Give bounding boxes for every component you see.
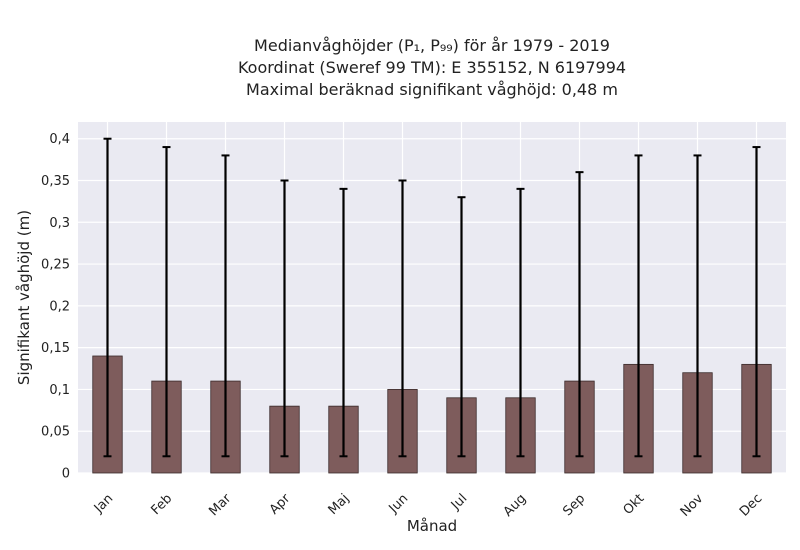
y-tick-label: 0,1: [49, 383, 70, 398]
errorbar-aug: [516, 187, 525, 458]
plot-area: [78, 122, 786, 473]
x-tick-label-jan: Jan: [91, 491, 116, 516]
chart-title: Medianvåghöjder (P₁, P₉₉) för år 1979 - …: [78, 35, 786, 101]
y-tick-label: 0: [62, 467, 70, 482]
errorbar-feb: [162, 146, 171, 458]
errorbar-jan: [103, 137, 112, 458]
y-tick-label: 0,25: [41, 258, 70, 273]
x-tick-label-maj: Maj: [326, 491, 353, 518]
errorbar-sep: [575, 171, 584, 458]
x-tick-label-jul: Jul: [448, 491, 470, 513]
errorbar-jun: [398, 179, 407, 458]
y-tick-label: 0,15: [41, 341, 70, 356]
y-tick-label: 0,3: [49, 216, 70, 231]
chart-title-line-1: Medianvåghöjder (P₁, P₉₉) för år 1979 - …: [254, 36, 610, 55]
y-tick-label: 0,05: [41, 425, 70, 440]
errorbar-okt: [634, 154, 643, 458]
errorbar-jul: [457, 196, 466, 458]
errorbar-apr: [280, 179, 289, 458]
x-tick-label-aug: Aug: [501, 491, 530, 520]
x-tick-label-dec: Dec: [737, 491, 765, 519]
errorbar-mar: [221, 154, 230, 458]
y-axis-ticks: 0 0,05 0,1 0,15 0,2 0,25 0,3 0,35 0,4: [41, 132, 70, 481]
y-tick-label: 0,2: [49, 299, 70, 314]
x-axis-label: Månad: [407, 517, 457, 535]
y-axis-label: Signifikant våghöjd (m): [15, 210, 33, 385]
x-tick-label-sep: Sep: [560, 491, 588, 519]
x-tick-label-apr: Apr: [267, 491, 294, 518]
chart-title-line-3: Maximal beräknad signifikant våghöjd: 0,…: [246, 80, 618, 99]
errorbar-dec: [752, 146, 761, 458]
y-tick-label: 0,4: [49, 132, 70, 147]
errorbar-nov: [693, 154, 702, 458]
x-tick-label-okt: Okt: [621, 491, 648, 518]
x-axis-ticks: Jan Feb Mar Apr Maj Jun Jul Aug Sep Okt Nov Dec: [91, 491, 765, 520]
x-tick-label-nov: Nov: [678, 491, 707, 520]
errorbar-maj: [339, 187, 348, 458]
y-tick-label: 0,35: [41, 174, 70, 189]
x-tick-label-jun: Jun: [386, 491, 412, 517]
x-tick-label-feb: Feb: [148, 491, 175, 518]
error-bars: [103, 137, 761, 458]
x-tick-label-mar: Mar: [206, 491, 234, 519]
chart-title-line-2: Koordinat (Sweref 99 TM): E 355152, N 61…: [237, 58, 627, 77]
